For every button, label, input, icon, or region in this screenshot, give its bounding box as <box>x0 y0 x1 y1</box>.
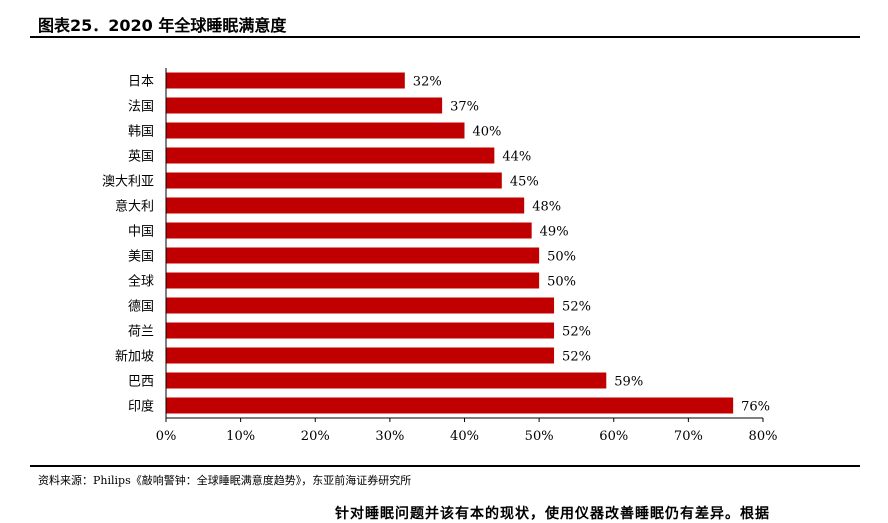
x-tick-label: 50% <box>525 429 554 444</box>
category-label: 美国 <box>128 250 154 265</box>
data-label: 50% <box>547 250 576 265</box>
data-label: 52% <box>562 300 591 315</box>
bar <box>166 97 443 114</box>
data-label: 59% <box>614 375 643 390</box>
data-label: 48% <box>532 200 561 215</box>
bar <box>166 247 540 264</box>
x-tick-label: 20% <box>301 429 330 444</box>
data-label: 37% <box>450 100 479 115</box>
bar <box>166 147 495 164</box>
category-label: 澳大利亚 <box>102 174 154 190</box>
bar <box>166 197 525 214</box>
bar <box>166 122 465 139</box>
category-label: 新加坡 <box>115 349 154 365</box>
data-label: 52% <box>562 350 591 365</box>
source-note: 资料来源：Philips《敲响警钟：全球睡眠满意度趋势》，东亚前海证券研究所 <box>38 474 412 487</box>
bar <box>166 372 607 389</box>
bar <box>166 297 555 314</box>
data-label: 45% <box>510 175 539 190</box>
data-label: 50% <box>547 275 576 290</box>
top-rule <box>30 36 860 38</box>
category-label: 日本 <box>128 75 154 90</box>
bottom-rule <box>30 465 860 467</box>
x-tick-label: 70% <box>674 429 703 444</box>
category-label: 荷兰 <box>128 325 154 340</box>
bar <box>166 172 502 189</box>
data-label: 44% <box>502 150 531 165</box>
category-label: 中国 <box>128 225 154 240</box>
category-label: 德国 <box>128 300 154 315</box>
x-tick-label: 30% <box>375 429 404 444</box>
bar <box>166 322 555 339</box>
x-tick-label: 10% <box>226 429 255 444</box>
category-label: 意大利 <box>115 199 154 215</box>
data-label: 52% <box>562 325 591 340</box>
bar <box>166 397 734 414</box>
category-label: 英国 <box>128 150 154 165</box>
bar <box>166 72 405 89</box>
figure-title: 图表25．2020 年全球睡眠满意度 <box>38 16 287 35</box>
category-label: 法国 <box>128 100 154 115</box>
category-label: 全球 <box>128 274 154 290</box>
bar <box>166 222 532 239</box>
bar <box>166 347 555 364</box>
x-tick-label: 0% <box>156 429 177 444</box>
data-label: 40% <box>473 125 502 140</box>
bar <box>166 272 540 289</box>
data-label: 76% <box>741 400 770 415</box>
category-label: 韩国 <box>128 125 154 140</box>
x-tick-label: 80% <box>749 429 778 444</box>
data-label: 49% <box>540 225 569 240</box>
x-tick-label: 60% <box>599 429 628 444</box>
category-label: 印度 <box>128 399 154 415</box>
category-label: 巴西 <box>128 375 154 390</box>
cutoff-body-text: 针对睡眠问题并该有本的现状，使用仪器改善睡眠仍有差异。根据 <box>335 506 770 522</box>
x-tick-label: 40% <box>450 429 479 444</box>
data-label: 32% <box>413 75 442 90</box>
